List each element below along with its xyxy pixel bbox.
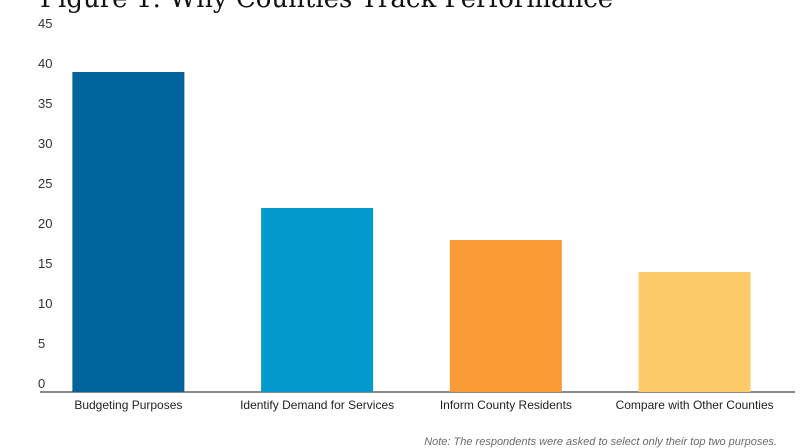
x-tick-label: Compare with Other Counties xyxy=(616,398,774,412)
y-tick-label: 10 xyxy=(38,296,52,311)
bar xyxy=(449,240,562,392)
y-tick-label: 5 xyxy=(38,336,45,351)
y-tick-label: 35 xyxy=(38,96,52,111)
x-tick-label: Identify Demand for Services xyxy=(240,398,394,412)
chart-note: Note: The respondents were asked to sele… xyxy=(424,436,777,448)
bar xyxy=(261,208,374,392)
chart-title: Figure 1: Why Counties Track Performance xyxy=(40,0,613,14)
chart-title-text: Figure 1: Why Counties Track Performance xyxy=(40,0,613,14)
y-tick-label: 45 xyxy=(38,16,52,31)
bar xyxy=(72,72,185,392)
bar xyxy=(638,272,751,392)
y-tick-label: 20 xyxy=(38,216,52,231)
x-tick-label: Inform County Residents xyxy=(440,398,572,412)
x-tick-label: Budgeting Purposes xyxy=(74,398,182,412)
y-tick-label: 0 xyxy=(38,376,45,391)
y-tick-label: 40 xyxy=(38,56,52,71)
y-tick-label: 15 xyxy=(38,256,52,271)
y-tick-label: 30 xyxy=(38,136,52,151)
y-tick-label: 25 xyxy=(38,176,52,191)
